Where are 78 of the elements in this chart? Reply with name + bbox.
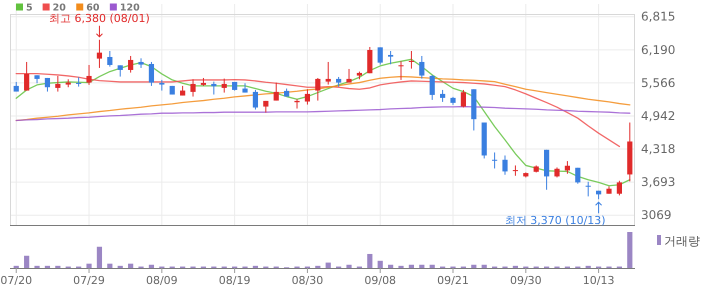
- bar: [378, 260, 383, 268]
- x-tick-label: 10/13: [582, 274, 614, 287]
- bar: [408, 264, 414, 268]
- candlestick: [367, 46, 372, 74]
- candlestick: [502, 154, 508, 176]
- legend-label: 거래량: [664, 234, 700, 248]
- bar: [627, 232, 632, 268]
- x-tick-label: 07/20: [0, 274, 32, 287]
- candlestick: [190, 78, 196, 98]
- bar: [96, 246, 102, 268]
- bar: [148, 264, 154, 268]
- x-tick-label: 09/08: [364, 274, 396, 287]
- legend-label: 5: [26, 2, 33, 14]
- candlestick: [107, 50, 112, 68]
- bar: [388, 264, 394, 268]
- candlestick: [55, 75, 60, 92]
- y-tick-label: 3069: [641, 208, 672, 222]
- y-tick-label: 4,942: [641, 108, 676, 123]
- legend-label: 60: [86, 2, 100, 14]
- candlestick: [554, 166, 560, 178]
- bar: [367, 254, 372, 268]
- candlestick: [575, 167, 580, 184]
- y-tick-label: 6,190: [641, 42, 676, 57]
- y-tick-label: 6,815: [641, 10, 676, 24]
- candlestick: [274, 82, 279, 102]
- candlestick: [76, 76, 82, 88]
- candlestick: [24, 61, 30, 92]
- candlestick: [86, 64, 92, 86]
- x-tick-label: 08/09: [146, 274, 178, 287]
- bar: [128, 264, 134, 268]
- candlestick: [460, 89, 466, 108]
- candlestick: [211, 81, 216, 96]
- candlestick: [138, 58, 144, 68]
- x-tick-label: 08/19: [218, 274, 250, 287]
- y-tick-label: 3,693: [641, 175, 676, 190]
- bar: [419, 264, 424, 268]
- candlestick: [304, 88, 310, 106]
- candlestick: [440, 89, 446, 102]
- annotation: 최저 3,370 (10/13): [504, 214, 606, 228]
- candlestick: [346, 68, 352, 84]
- bar: [430, 264, 435, 268]
- bar: [86, 264, 92, 268]
- candlestick: [148, 61, 154, 86]
- line-series: [16, 76, 630, 122]
- candlestick: [252, 89, 258, 110]
- candlestick: [430, 74, 435, 100]
- candlestick: [512, 164, 518, 176]
- candlestick: [419, 55, 424, 80]
- candlestick: [159, 79, 164, 92]
- candlestick: [586, 181, 591, 197]
- candlestick: [128, 55, 134, 74]
- bar: [346, 264, 352, 268]
- annotation: 최고 6,380 (08/01): [49, 12, 150, 25]
- candlestick: [336, 76, 342, 88]
- legend-label: 20: [52, 2, 66, 14]
- bar: [482, 264, 487, 268]
- candlestick: [398, 60, 404, 80]
- bar: [24, 256, 30, 268]
- candlestick: [222, 78, 227, 94]
- x-tick-label: 07/29: [73, 274, 105, 287]
- candlestick: [96, 39, 102, 68]
- y-tick-label: 4,318: [641, 142, 676, 156]
- legend-label: 120: [120, 2, 140, 14]
- x-tick-label: 09/30: [510, 274, 542, 287]
- candlestick: [492, 152, 498, 169]
- candlestick: [408, 50, 414, 70]
- x-tick-label: 09/21: [437, 274, 469, 287]
- candlestick: [378, 46, 383, 66]
- bar: [107, 264, 112, 268]
- candlestick: [315, 77, 320, 102]
- y-tick-label: 5,566: [641, 76, 676, 90]
- x-tick-label: 08/30: [292, 274, 324, 287]
- candlestick: [326, 61, 331, 86]
- candlestick: [44, 77, 50, 92]
- bar: [326, 262, 331, 268]
- candlestick: [616, 180, 622, 196]
- candlestick: [564, 160, 570, 174]
- bar: [471, 264, 476, 268]
